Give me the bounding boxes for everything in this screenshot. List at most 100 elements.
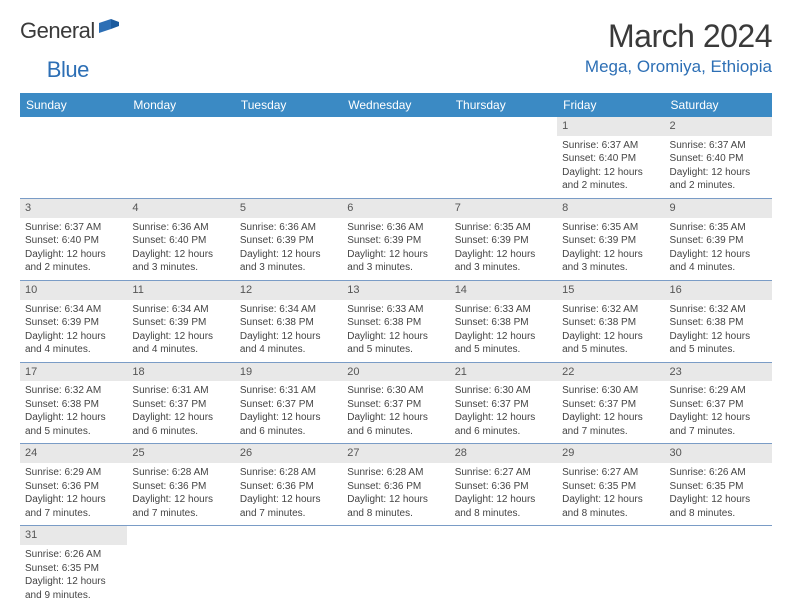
calendar-cell: 13Sunrise: 6:33 AMSunset: 6:38 PMDayligh… [342,281,449,363]
sunrise-text: Sunrise: 6:35 AM [670,221,767,235]
day-number: 6 [342,199,449,218]
day-number: 16 [665,281,772,300]
day-header: Tuesday [235,93,342,117]
calendar-week: 17Sunrise: 6:32 AMSunset: 6:38 PMDayligh… [20,363,772,445]
day-body: Sunrise: 6:29 AMSunset: 6:37 PMDaylight:… [665,381,772,443]
sunset-text: Sunset: 6:39 PM [240,234,337,248]
calendar-cell: 28Sunrise: 6:27 AMSunset: 6:36 PMDayligh… [450,444,557,526]
sunrise-text: Sunrise: 6:31 AM [240,384,337,398]
sunset-text: Sunset: 6:39 PM [347,234,444,248]
daylight-text: Daylight: 12 hours and 3 minutes. [455,248,552,275]
calendar-cell [557,526,664,607]
calendar-cell: 29Sunrise: 6:27 AMSunset: 6:35 PMDayligh… [557,444,664,526]
sunrise-text: Sunrise: 6:37 AM [670,139,767,153]
sunrise-text: Sunrise: 6:27 AM [455,466,552,480]
calendar-cell: 18Sunrise: 6:31 AMSunset: 6:37 PMDayligh… [127,363,234,445]
sunrise-text: Sunrise: 6:33 AM [347,303,444,317]
day-number: 10 [20,281,127,300]
calendar-cell [450,526,557,607]
day-number: 31 [20,526,127,545]
calendar-cell: 31Sunrise: 6:26 AMSunset: 6:35 PMDayligh… [20,526,127,607]
sunrise-text: Sunrise: 6:37 AM [25,221,122,235]
calendar-cell [665,526,772,607]
day-body: Sunrise: 6:37 AMSunset: 6:40 PMDaylight:… [665,136,772,198]
day-body: Sunrise: 6:31 AMSunset: 6:37 PMDaylight:… [127,381,234,443]
daylight-text: Daylight: 12 hours and 3 minutes. [347,248,444,275]
sunrise-text: Sunrise: 6:35 AM [562,221,659,235]
sunrise-text: Sunrise: 6:36 AM [240,221,337,235]
sunset-text: Sunset: 6:37 PM [347,398,444,412]
calendar-cell [127,526,234,607]
day-number: 2 [665,117,772,136]
calendar-cell: 25Sunrise: 6:28 AMSunset: 6:36 PMDayligh… [127,444,234,526]
calendar-cell: 3Sunrise: 6:37 AMSunset: 6:40 PMDaylight… [20,199,127,281]
daylight-text: Daylight: 12 hours and 4 minutes. [132,330,229,357]
calendar-cell: 15Sunrise: 6:32 AMSunset: 6:38 PMDayligh… [557,281,664,363]
day-number: 5 [235,199,342,218]
calendar-cell: 30Sunrise: 6:26 AMSunset: 6:35 PMDayligh… [665,444,772,526]
sunrise-text: Sunrise: 6:30 AM [562,384,659,398]
sunset-text: Sunset: 6:40 PM [562,152,659,166]
sunrise-text: Sunrise: 6:31 AM [132,384,229,398]
flag-icon [99,19,121,35]
sunrise-text: Sunrise: 6:35 AM [455,221,552,235]
day-number: 7 [450,199,557,218]
day-number: 25 [127,444,234,463]
calendar-cell: 16Sunrise: 6:32 AMSunset: 6:38 PMDayligh… [665,281,772,363]
sunrise-text: Sunrise: 6:26 AM [25,548,122,562]
brand-logo: General [20,18,121,44]
day-header: Sunday [20,93,127,117]
day-body: Sunrise: 6:27 AMSunset: 6:35 PMDaylight:… [557,463,664,525]
sunset-text: Sunset: 6:37 PM [562,398,659,412]
sunset-text: Sunset: 6:39 PM [132,316,229,330]
calendar-cell [342,117,449,199]
daylight-text: Daylight: 12 hours and 6 minutes. [240,411,337,438]
daylight-text: Daylight: 12 hours and 7 minutes. [562,411,659,438]
day-number: 21 [450,363,557,382]
day-number: 20 [342,363,449,382]
day-body: Sunrise: 6:30 AMSunset: 6:37 PMDaylight:… [450,381,557,443]
day-number: 17 [20,363,127,382]
day-body: Sunrise: 6:30 AMSunset: 6:37 PMDaylight:… [342,381,449,443]
day-number: 4 [127,199,234,218]
day-header: Monday [127,93,234,117]
sunrise-text: Sunrise: 6:36 AM [347,221,444,235]
sunset-text: Sunset: 6:39 PM [25,316,122,330]
daylight-text: Daylight: 12 hours and 9 minutes. [25,575,122,602]
sunset-text: Sunset: 6:37 PM [240,398,337,412]
daylight-text: Daylight: 12 hours and 7 minutes. [670,411,767,438]
day-header: Wednesday [342,93,449,117]
day-body: Sunrise: 6:35 AMSunset: 6:39 PMDaylight:… [665,218,772,280]
day-header: Thursday [450,93,557,117]
sunset-text: Sunset: 6:38 PM [240,316,337,330]
calendar-cell: 4Sunrise: 6:36 AMSunset: 6:40 PMDaylight… [127,199,234,281]
calendar-cell: 5Sunrise: 6:36 AMSunset: 6:39 PMDaylight… [235,199,342,281]
day-body: Sunrise: 6:28 AMSunset: 6:36 PMDaylight:… [235,463,342,525]
day-number: 3 [20,199,127,218]
calendar-cell: 27Sunrise: 6:28 AMSunset: 6:36 PMDayligh… [342,444,449,526]
day-number: 28 [450,444,557,463]
sunset-text: Sunset: 6:40 PM [25,234,122,248]
calendar-cell: 8Sunrise: 6:35 AMSunset: 6:39 PMDaylight… [557,199,664,281]
day-body: Sunrise: 6:37 AMSunset: 6:40 PMDaylight:… [557,136,664,198]
daylight-text: Daylight: 12 hours and 8 minutes. [347,493,444,520]
sunrise-text: Sunrise: 6:33 AM [455,303,552,317]
calendar-week: 1Sunrise: 6:37 AMSunset: 6:40 PMDaylight… [20,117,772,199]
day-body: Sunrise: 6:36 AMSunset: 6:39 PMDaylight:… [342,218,449,280]
daylight-text: Daylight: 12 hours and 6 minutes. [455,411,552,438]
day-number: 23 [665,363,772,382]
calendar-cell: 26Sunrise: 6:28 AMSunset: 6:36 PMDayligh… [235,444,342,526]
sunset-text: Sunset: 6:39 PM [562,234,659,248]
sunset-text: Sunset: 6:36 PM [455,480,552,494]
sunrise-text: Sunrise: 6:30 AM [347,384,444,398]
day-number: 9 [665,199,772,218]
calendar-cell: 7Sunrise: 6:35 AMSunset: 6:39 PMDaylight… [450,199,557,281]
day-body: Sunrise: 6:27 AMSunset: 6:36 PMDaylight:… [450,463,557,525]
calendar-cell: 14Sunrise: 6:33 AMSunset: 6:38 PMDayligh… [450,281,557,363]
sunrise-text: Sunrise: 6:34 AM [25,303,122,317]
day-header: Friday [557,93,664,117]
calendar-cell: 17Sunrise: 6:32 AMSunset: 6:38 PMDayligh… [20,363,127,445]
daylight-text: Daylight: 12 hours and 8 minutes. [562,493,659,520]
sunrise-text: Sunrise: 6:28 AM [347,466,444,480]
day-header-row: SundayMondayTuesdayWednesdayThursdayFrid… [20,93,772,117]
